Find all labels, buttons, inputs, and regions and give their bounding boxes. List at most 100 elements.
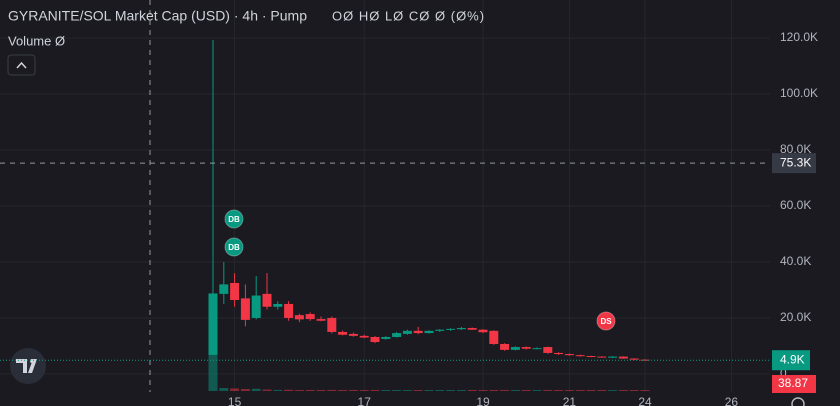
last-volume-box (772, 375, 816, 393)
signal-marker (224, 237, 244, 257)
candle-body (554, 352, 564, 355)
volume-bar (424, 389, 434, 391)
volume-bar (543, 389, 553, 391)
candle-body (294, 315, 304, 320)
x-tick-label: 17 (358, 395, 372, 406)
volume-bar (435, 389, 445, 391)
chart-title: GYRANITE/SOL Market Cap (USD) · 4h · Pum… (8, 8, 307, 24)
volume-bar (316, 389, 326, 391)
candle-body (338, 331, 348, 335)
volume-bar (564, 389, 574, 391)
x-tick-label: 19 (476, 395, 490, 406)
candle-body (348, 333, 358, 336)
logo[interactable] (10, 348, 46, 384)
volume-bar (586, 390, 596, 391)
y-tick-label: 120.0K (780, 30, 818, 44)
collapse-button-frame[interactable] (7, 54, 36, 76)
volume-bar (338, 389, 348, 391)
candle-body (402, 330, 412, 334)
candle-body (510, 347, 520, 350)
candle-body (240, 298, 250, 320)
volume-bar (305, 389, 315, 391)
volume-bar (392, 389, 402, 391)
candle-body (478, 329, 488, 333)
volume-bar (532, 389, 542, 391)
signal-label: DB (228, 215, 240, 224)
candle-body (359, 335, 369, 338)
volume-bar (413, 389, 423, 391)
volume-bar (446, 389, 456, 391)
volume-bar (618, 389, 628, 391)
volume-bar (608, 390, 618, 391)
candle-body (370, 336, 380, 343)
volume-bar (467, 389, 477, 391)
signal-label: DB (228, 243, 240, 252)
y-tick-label: 60.0K (780, 198, 811, 212)
signal-label: DS (600, 317, 612, 326)
grid (0, 0, 770, 392)
last-price-label: 4.9K (780, 352, 805, 366)
candle-body (543, 347, 553, 353)
candle-body (392, 333, 402, 337)
volume-bar (478, 389, 488, 391)
candle-body (629, 358, 639, 360)
candle-body (586, 356, 596, 358)
collapse-button[interactable] (7, 54, 36, 76)
volume-bar (597, 389, 607, 391)
volume-bar (381, 389, 391, 391)
candle-body (273, 303, 283, 307)
candle-body (413, 330, 423, 334)
candle-body (230, 282, 240, 301)
volume-bar (230, 388, 240, 391)
candle-body (618, 356, 628, 359)
volume-bar (456, 389, 466, 391)
x-tick-label: 24 (638, 395, 652, 406)
y-tick-label: 100.0K (780, 86, 818, 100)
volume-bar (640, 390, 650, 391)
candle-body (467, 328, 477, 330)
last-volume-label: 38.87 (778, 376, 808, 390)
volume-bar (500, 389, 510, 391)
signal-marker (224, 209, 244, 229)
settings-icon[interactable] (791, 397, 805, 406)
y-tick-label: 40.0K (780, 254, 811, 268)
candle-body (327, 317, 337, 332)
last-price-box (772, 350, 810, 371)
volume-legend: Volume Ø (8, 33, 65, 48)
candle-body (424, 330, 434, 334)
collapse-icon[interactable] (16, 61, 27, 69)
candle-body (521, 347, 531, 349)
marks: DB DB DS (208, 40, 650, 391)
ohlc-legend: OØ HØ LØ CØ Ø (Ø%) (332, 8, 485, 23)
crosshair-label: 75.3K (780, 155, 811, 169)
candle-body (316, 319, 326, 321)
volume-bar (554, 389, 564, 391)
volume-bar (370, 389, 380, 391)
volume-bar (284, 389, 294, 391)
candle-body (435, 329, 445, 331)
logo-dot[interactable] (30, 359, 34, 363)
candle-body (532, 348, 542, 350)
volume-bar (359, 389, 369, 391)
logo-circle[interactable] (10, 348, 46, 384)
candle-body (446, 328, 456, 330)
volume-bar (219, 387, 229, 391)
candle-body (575, 355, 585, 357)
volume-bar (489, 389, 499, 391)
candle-body (284, 303, 294, 318)
crosshair-label-box (772, 153, 816, 174)
volume-bar (629, 390, 639, 391)
volume-bar (521, 389, 531, 391)
y-tick-label: 80.0K (780, 142, 811, 156)
y-tick-label: 20.0K (780, 310, 811, 324)
y-tick-label: 0 (780, 366, 787, 380)
volume-bar (251, 388, 261, 391)
candle-body (262, 293, 272, 307)
candle-body (208, 293, 218, 355)
volume-bar (510, 389, 520, 391)
candle-body (564, 354, 574, 356)
volume-bar (348, 389, 358, 391)
